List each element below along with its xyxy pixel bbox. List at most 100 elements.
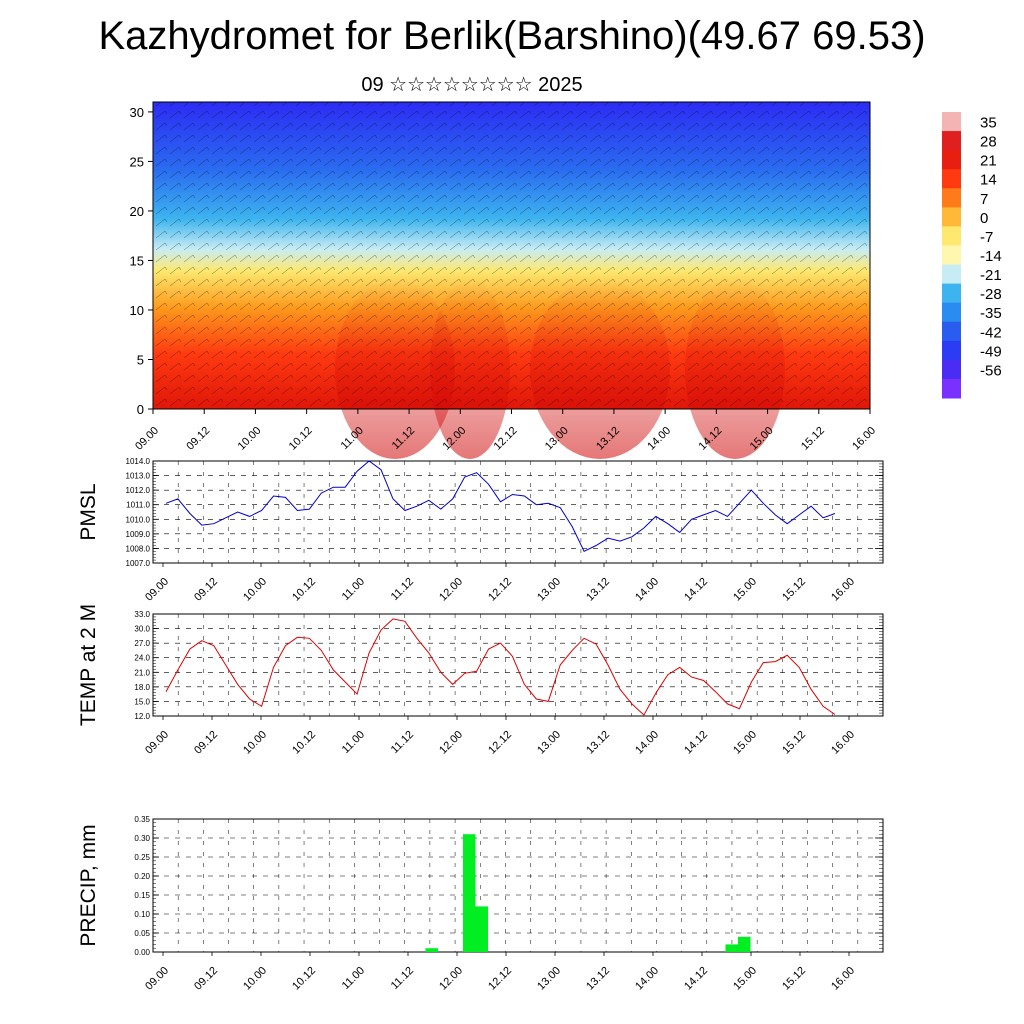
colorbar-cell: [942, 131, 961, 151]
x-tick-label: 10.00: [236, 425, 264, 453]
y-tick-label: 0.30: [134, 834, 150, 843]
y-axis-label: TEMP at 2 M: [77, 604, 100, 726]
x-tick-label: 13.12: [584, 965, 612, 993]
y-tick-label: 10: [130, 303, 144, 318]
colorbar-cell: [942, 188, 961, 208]
x-tick-label: 15.00: [731, 576, 759, 604]
x-tick-label: 15.12: [780, 729, 808, 757]
y-tick-label: 30: [130, 105, 144, 120]
x-tick-label: 15.12: [780, 576, 808, 604]
y-tick-label: 0.25: [134, 853, 150, 862]
colorbar-cell: [942, 378, 961, 399]
colorbar-cell: [942, 264, 961, 285]
series-line: [165, 618, 836, 716]
colorbar-cell: [942, 283, 961, 304]
colorbar-label: 21: [980, 153, 997, 170]
y-tick-label: 1013.0: [126, 472, 151, 481]
colorbar-cell: [942, 207, 961, 227]
colorbar-cell: [942, 150, 961, 170]
y-tick-label: 1014.0: [126, 457, 151, 466]
x-tick-label: 16.00: [829, 965, 857, 993]
colorbar-cell: [942, 112, 961, 132]
x-tick-label: 13.12: [584, 729, 612, 757]
colorbar: 35 28 21 14 7 0 -7 -14 -21 -28 -35 -42 -49 -56: [942, 112, 1002, 399]
colorbar-label: 35: [980, 115, 997, 132]
x-tick-label: 13.12: [584, 576, 612, 604]
colorbar-cell: [942, 302, 961, 323]
x-tick-label: 12.12: [486, 576, 514, 604]
colorbar-cell: [942, 340, 961, 361]
colorbar-label: 28: [980, 134, 997, 151]
panel-frame: [152, 460, 884, 564]
x-tick-label: 11.12: [389, 965, 416, 992]
x-tick-label: 14.12: [682, 729, 710, 757]
y-tick-label: 1012.0: [126, 486, 151, 495]
wind-barbs: [153, 102, 870, 409]
y-tick-label: 25: [130, 154, 144, 169]
x-tick-label: 10.00: [241, 576, 269, 604]
y-axis-label: PRECIP, mm: [77, 824, 100, 946]
colorbar-label: -49: [980, 343, 1002, 360]
x-tick-label: 14.12: [682, 576, 710, 604]
x-tick-label: 13.00: [535, 576, 563, 604]
colorbar-cell: [942, 359, 961, 380]
x-tick-label: 12.00: [437, 576, 465, 604]
y-tick-label: 0.00: [134, 948, 150, 957]
y-tick-label: 27.0: [134, 639, 150, 648]
colorbar-label: -35: [980, 305, 1002, 322]
colorbar-cell: [942, 226, 961, 246]
x-tick-label: 09.12: [192, 729, 220, 757]
x-tick-label: 13.00: [535, 729, 563, 757]
x-tick-label: 16.00: [829, 576, 857, 604]
x-tick-label: 10.12: [290, 576, 318, 604]
precip-bar: [425, 948, 438, 952]
x-tick-label: 09.12: [192, 576, 220, 604]
temp-panel: 12.0 15.0 18.0 21.0 24.0 27.0 30.0 33.0 09.00 09.…: [77, 604, 884, 757]
y-tick-label: 0.20: [134, 872, 150, 881]
y-axis-label: PMSL: [77, 483, 100, 540]
y-tick-label: 0.10: [134, 910, 150, 919]
colorbar-label: -56: [980, 362, 1002, 379]
y-tick-label: 1007.0: [126, 559, 151, 568]
precip-bar: [463, 834, 476, 952]
y-tick-label: 5: [137, 352, 144, 367]
precip-panel: 0.00 0.05 0.10 0.15 0.20 0.25 0.30 0.35 09.00 09.…: [77, 815, 884, 993]
colorbar-label: 7: [980, 191, 988, 208]
x-tick-label: 15.00: [731, 729, 759, 757]
x-tick-label: 10.00: [241, 729, 269, 757]
y-tick-label: 30.0: [134, 625, 150, 634]
y-tick-label: 1010.0: [126, 515, 151, 524]
colorbar-label: -7: [980, 229, 993, 246]
colorbar-cell: [942, 169, 961, 189]
colorbar-label: -42: [980, 324, 1002, 341]
x-tick-label: 09.00: [143, 729, 171, 757]
x-tick-label: 16.00: [850, 425, 878, 453]
y-tick-label: 1011.0: [126, 501, 150, 510]
x-tick-label: 12.12: [486, 965, 514, 993]
x-tick-label: 10.12: [290, 965, 318, 993]
x-tick-label: 11.12: [389, 729, 416, 756]
x-tick-label: 10.00: [241, 965, 269, 993]
x-tick-label: 16.00: [829, 729, 857, 757]
series-line: [165, 460, 836, 552]
y-tick-label: 0.05: [134, 929, 150, 938]
panel-frame: [152, 818, 884, 953]
x-tick-label: 09.00: [133, 425, 161, 453]
x-tick-label: 14.00: [633, 576, 661, 604]
x-tick-label: 14.12: [682, 965, 710, 993]
x-tick-label: 10.12: [290, 729, 318, 757]
y-tick-label: 24.0: [134, 654, 150, 663]
precip-bar: [475, 906, 488, 952]
chart-title: Kazhydromet for Berlik(Barshino)(49.67 6…: [98, 14, 926, 58]
colorbar-label: -28: [980, 286, 1002, 303]
x-tick-label: 15.12: [799, 425, 827, 453]
precip-bar: [725, 944, 738, 952]
x-tick-label: 11.00: [340, 576, 367, 603]
y-tick-label: 15.0: [134, 697, 150, 706]
y-tick-label: 0.15: [134, 891, 150, 900]
y-tick-label: 21.0: [134, 668, 150, 677]
x-tick-label: 14.00: [633, 965, 661, 993]
x-tick-label: 11.00: [340, 965, 367, 992]
